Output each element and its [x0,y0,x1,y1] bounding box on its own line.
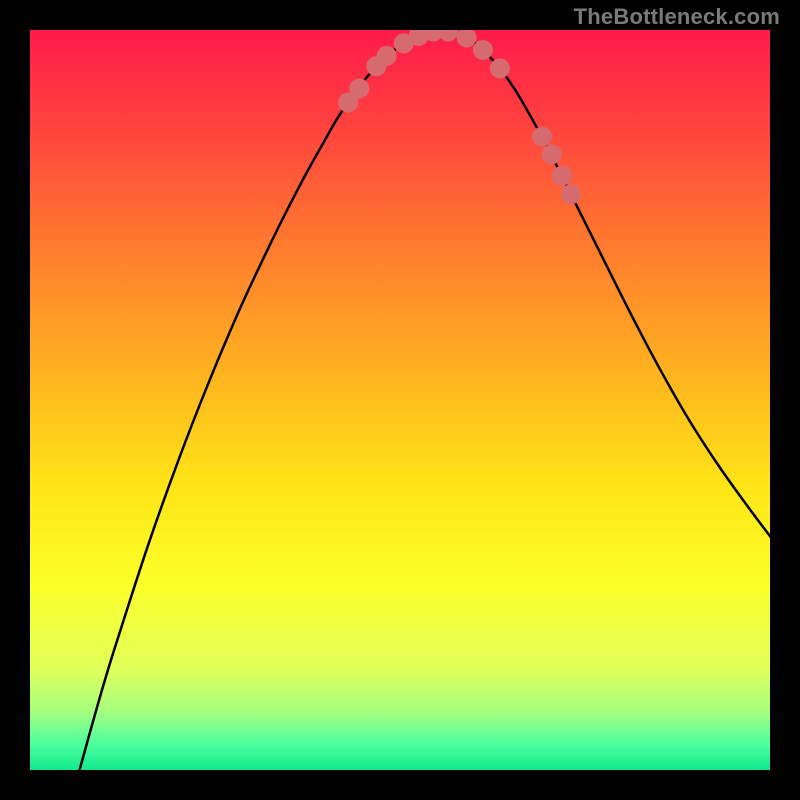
watermark-text: TheBottleneck.com [574,4,780,30]
gradient-background [30,30,770,770]
chart-frame: TheBottleneck.com [0,0,800,800]
plot-area [30,30,770,770]
